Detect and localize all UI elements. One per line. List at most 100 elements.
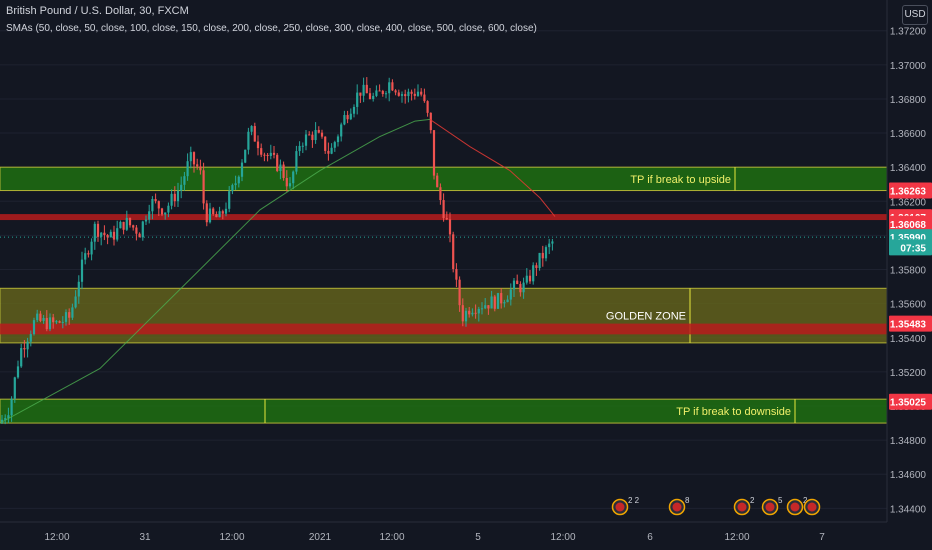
candle-body <box>477 308 480 314</box>
candle-body <box>317 129 320 133</box>
candle-body <box>276 154 279 171</box>
candle-body <box>212 208 215 215</box>
candle-body <box>436 175 439 188</box>
candle-body <box>285 177 288 187</box>
candle-body <box>58 321 61 323</box>
candle-body <box>228 191 231 209</box>
candle-body <box>80 259 84 282</box>
candle-body <box>292 171 295 184</box>
event-flag-dot <box>807 502 817 512</box>
candle-body <box>404 94 407 97</box>
candle-body <box>61 321 64 323</box>
candle-body <box>154 198 157 202</box>
candle-body <box>205 203 208 223</box>
candle-body <box>279 164 282 171</box>
time-tick-label: 7 <box>819 532 825 543</box>
symbol-title: British Pound / U.S. Dollar, 30, FXCM <box>6 5 189 17</box>
price-tick-label: 1.34400 <box>890 504 927 515</box>
candle-body <box>324 136 327 151</box>
candle-body <box>96 223 100 237</box>
price-tag-label: 1.35990 <box>890 233 927 244</box>
candle-body <box>330 147 333 154</box>
candle-body <box>496 293 500 309</box>
price-tick-label: 1.36800 <box>890 95 927 106</box>
candle-body <box>400 94 404 96</box>
tp-downside-zone-label: TP if break to downside <box>676 406 791 418</box>
candle-body <box>516 280 519 285</box>
candle-body <box>234 183 237 186</box>
candle-body <box>71 307 74 318</box>
candle-body <box>503 302 506 304</box>
candle-body <box>484 305 487 309</box>
candle-body <box>413 93 416 96</box>
candle-body <box>458 279 461 306</box>
candle-body <box>144 219 148 222</box>
candle-body <box>487 305 490 309</box>
candle-body <box>423 94 426 102</box>
candle-body <box>112 231 116 240</box>
candle-body <box>298 145 301 152</box>
time-tick-label: 12:00 <box>44 532 69 543</box>
candle-body <box>388 82 391 94</box>
candle-body <box>532 265 535 282</box>
candle-body <box>74 296 77 308</box>
candle-body <box>180 184 183 191</box>
candle-body <box>372 95 375 100</box>
tp-upside-zone-label: TP if break to upside <box>630 174 731 186</box>
indicator-legend[interactable]: SMAs (50, close, 50, close, 100, close, … <box>6 23 537 34</box>
candle-body <box>4 418 7 420</box>
candle-body <box>192 152 196 165</box>
event-count: 5 <box>778 496 783 505</box>
candle-body <box>282 164 285 178</box>
time-tick-label: 2021 <box>309 532 332 543</box>
candle-body <box>522 282 525 293</box>
candle-body <box>52 317 55 323</box>
candle-body <box>138 233 141 238</box>
candle-body <box>0 419 4 424</box>
candle-body <box>442 200 445 219</box>
candle-body <box>420 91 423 95</box>
candle-body <box>429 112 432 131</box>
candle-body <box>160 208 164 215</box>
price-tag <box>889 215 932 232</box>
candle-body <box>128 217 132 226</box>
sma-line-red <box>429 118 556 217</box>
candle-body <box>512 280 516 290</box>
candle-body <box>116 228 119 240</box>
candle-body <box>68 312 71 318</box>
candle-body <box>16 366 20 378</box>
price-tick-label: 1.37200 <box>890 27 927 38</box>
candle-body <box>416 91 420 96</box>
candle-body <box>391 82 394 91</box>
candle-body <box>461 305 464 322</box>
candle-body <box>247 131 250 150</box>
candle-body <box>327 150 330 154</box>
candle-body <box>356 92 359 107</box>
candle-body <box>308 134 311 136</box>
candle-body <box>109 231 112 238</box>
price-tick-label: 1.34800 <box>890 436 927 447</box>
candle-body <box>189 152 192 162</box>
candle-body <box>452 234 455 270</box>
candle-body <box>170 193 173 206</box>
candle-body <box>237 176 240 184</box>
event-count: 8 <box>685 496 690 505</box>
price-tag <box>889 315 932 332</box>
candle-body <box>535 265 538 269</box>
currency-button[interactable]: USD <box>902 5 928 25</box>
candle-body <box>221 211 224 214</box>
candle-body <box>343 115 346 125</box>
price-tag-label: 1.36263 <box>890 187 927 198</box>
candle-body <box>266 154 269 157</box>
candle-body <box>103 232 106 236</box>
candle-body <box>480 308 484 310</box>
candle-body <box>29 334 32 342</box>
candle-body <box>13 377 16 399</box>
candle-body <box>397 92 400 96</box>
candle-body <box>167 205 170 213</box>
price-tick-label: 1.36400 <box>890 163 927 174</box>
candle-body <box>87 253 90 255</box>
candle-body <box>375 90 378 96</box>
candle-body <box>320 132 324 137</box>
